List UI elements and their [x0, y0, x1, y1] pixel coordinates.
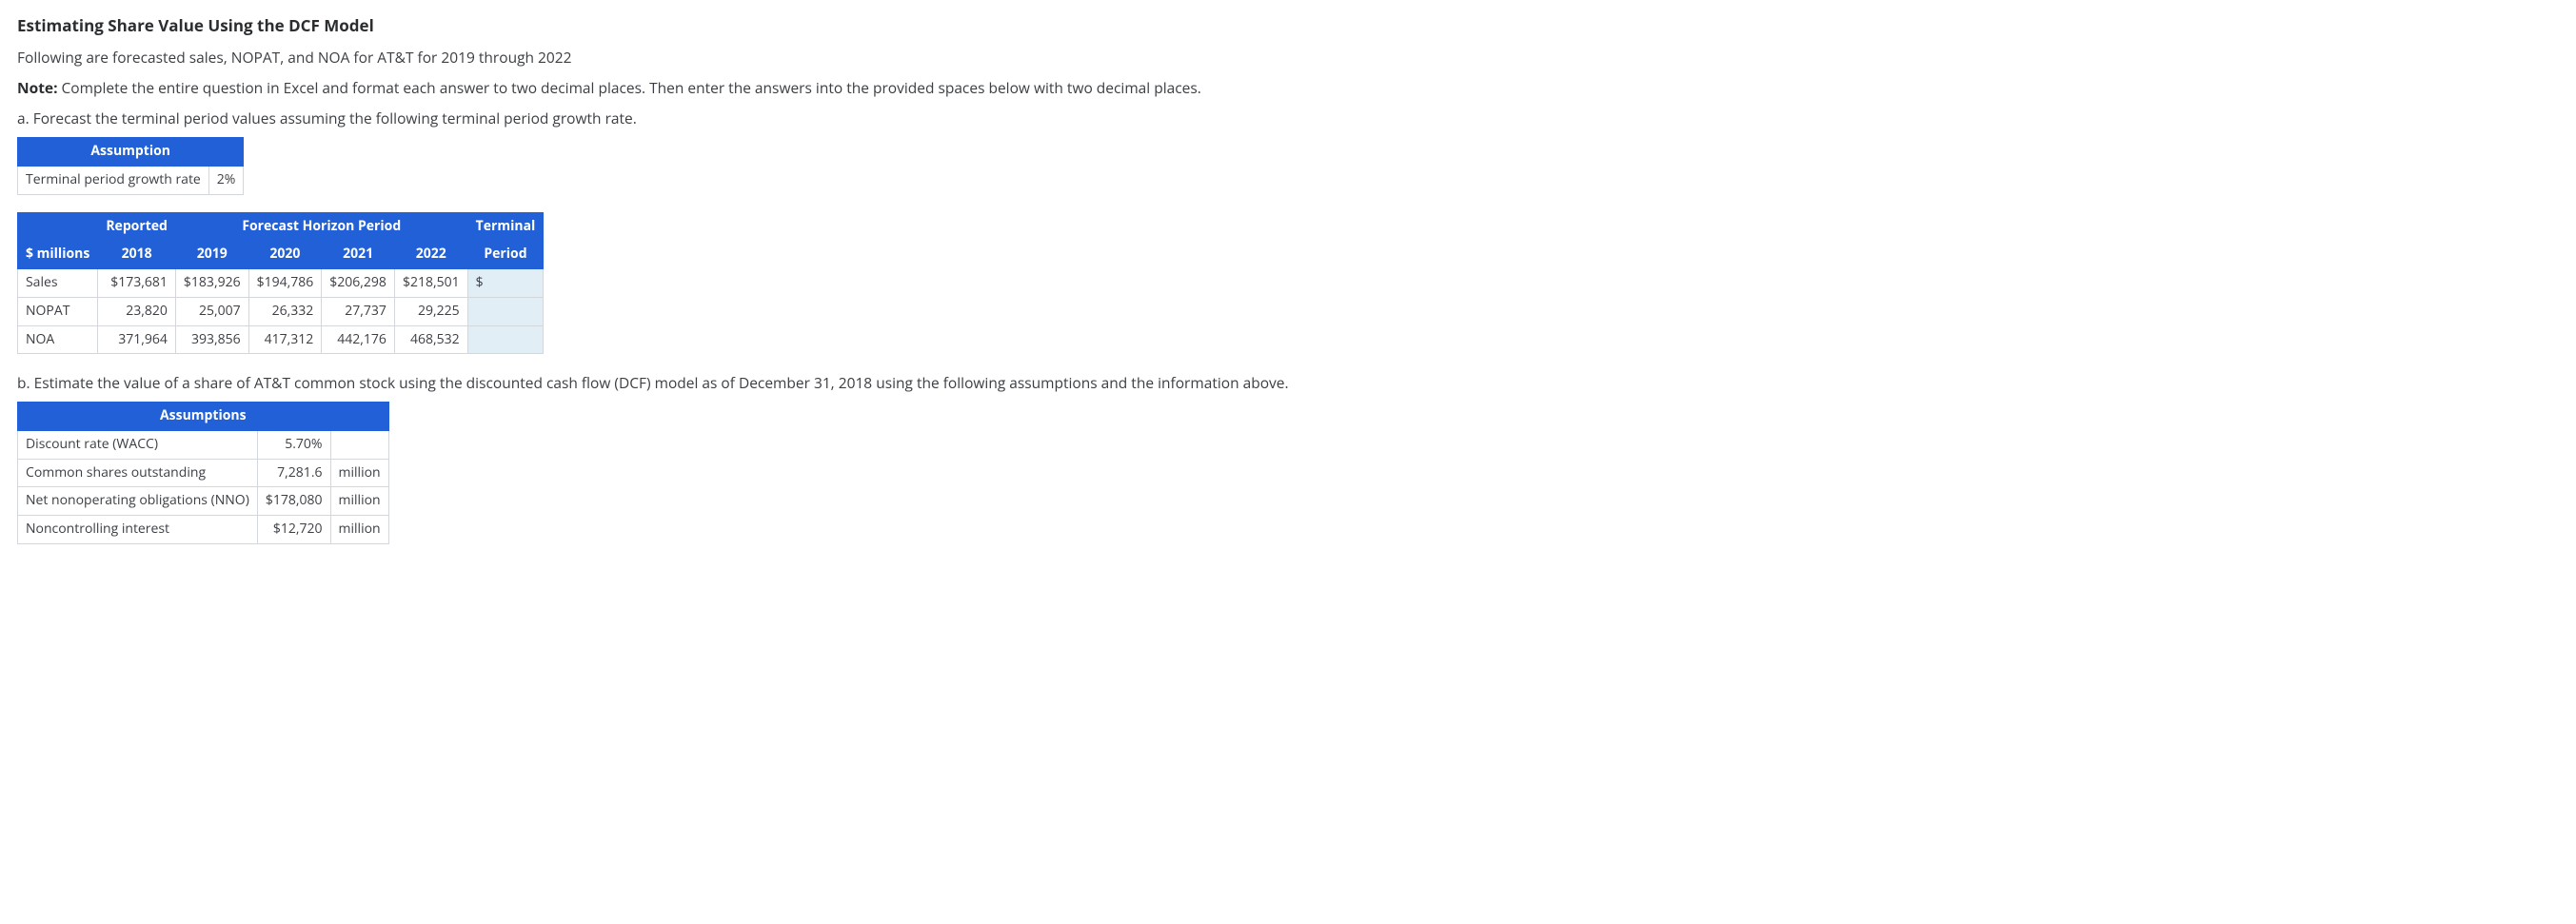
forecast-hdr-horizon: Forecast Horizon Period [175, 212, 467, 241]
input-sales-terminal[interactable]: $ [467, 269, 544, 298]
cell-noa-2022: 468,532 [394, 325, 467, 354]
cell-nopat-2020: 26,332 [248, 297, 322, 325]
row-label-sales: Sales [18, 269, 98, 298]
forecast-hdr-2020: 2020 [248, 241, 322, 269]
row-label-nopat: NOPAT [18, 297, 98, 325]
cell-noa-2020: 417,312 [248, 325, 322, 354]
cell-sales-2020: $194,786 [248, 269, 322, 298]
assumption-a-value: 2% [208, 167, 244, 195]
forecast-hdr-terminal-bottom: Period [467, 241, 544, 269]
nno-unit: million [330, 487, 388, 516]
note-text: Note: Complete the entire question in Ex… [17, 76, 2559, 99]
assumption-table-a: Assumption Terminal period growth rate 2… [17, 137, 244, 194]
part-b-text: b. Estimate the value of a share of AT&T… [17, 371, 2559, 394]
forecast-hdr-2022: 2022 [394, 241, 467, 269]
assumptions-b-header: Assumptions [18, 403, 389, 431]
wacc-label: Discount rate (WACC) [18, 430, 258, 459]
assumptions-table-b: Assumptions Discount rate (WACC) 5.70% C… [17, 402, 389, 543]
forecast-hdr-2019: 2019 [175, 241, 248, 269]
input-noa-terminal[interactable] [467, 325, 544, 354]
nci-label: Noncontrolling interest [18, 515, 258, 543]
cell-nopat-2018: 23,820 [98, 297, 176, 325]
cell-nopat-2022: 29,225 [394, 297, 467, 325]
forecast-table: Reported Forecast Horizon Period Termina… [17, 212, 544, 354]
cell-noa-2018: 371,964 [98, 325, 176, 354]
forecast-hdr-terminal-top: Terminal [467, 212, 544, 241]
table-row: Common shares outstanding 7,281.6 millio… [18, 459, 389, 487]
part-a-text: a. Forecast the terminal period values a… [17, 107, 2559, 129]
shares-unit: million [330, 459, 388, 487]
table-row: NOA 371,964 393,856 417,312 442,176 468,… [18, 325, 544, 354]
wacc-unit [330, 430, 388, 459]
table-row: Terminal period growth rate 2% [18, 167, 244, 195]
cell-sales-2022: $218,501 [394, 269, 467, 298]
cell-sales-2021: $206,298 [322, 269, 395, 298]
table-row: Net nonoperating obligations (NNO) $178,… [18, 487, 389, 516]
cell-sales-2018: $173,681 [98, 269, 176, 298]
forecast-hdr-2018: 2018 [98, 241, 176, 269]
cell-nopat-2021: 27,737 [322, 297, 395, 325]
assumption-a-header: Assumption [18, 138, 244, 167]
page-title: Estimating Share Value Using the DCF Mod… [17, 13, 2559, 38]
table-row: NOPAT 23,820 25,007 26,332 27,737 29,225 [18, 297, 544, 325]
assumption-a-label: Terminal period growth rate [18, 167, 209, 195]
input-nopat-terminal[interactable] [467, 297, 544, 325]
cell-noa-2019: 393,856 [175, 325, 248, 354]
nci-unit: million [330, 515, 388, 543]
table-row: Discount rate (WACC) 5.70% [18, 430, 389, 459]
nci-value: $12,720 [257, 515, 330, 543]
nno-value: $178,080 [257, 487, 330, 516]
shares-value: 7,281.6 [257, 459, 330, 487]
cell-sales-2019: $183,926 [175, 269, 248, 298]
wacc-value: 5.70% [257, 430, 330, 459]
nno-label: Net nonoperating obligations (NNO) [18, 487, 258, 516]
note-label: Note: [17, 77, 58, 98]
intro-text: Following are forecasted sales, NOPAT, a… [17, 46, 2559, 69]
shares-label: Common shares outstanding [18, 459, 258, 487]
cell-noa-2021: 442,176 [322, 325, 395, 354]
table-row: Sales $173,681 $183,926 $194,786 $206,29… [18, 269, 544, 298]
table-row: Noncontrolling interest $12,720 million [18, 515, 389, 543]
cell-nopat-2019: 25,007 [175, 297, 248, 325]
forecast-hdr-millions: $ millions [18, 241, 98, 269]
forecast-hdr-2021: 2021 [322, 241, 395, 269]
row-label-noa: NOA [18, 325, 98, 354]
forecast-hdr-reported: Reported [98, 212, 176, 241]
note-body: Complete the entire question in Excel an… [58, 77, 1201, 98]
forecast-hdr-blank [18, 212, 98, 241]
